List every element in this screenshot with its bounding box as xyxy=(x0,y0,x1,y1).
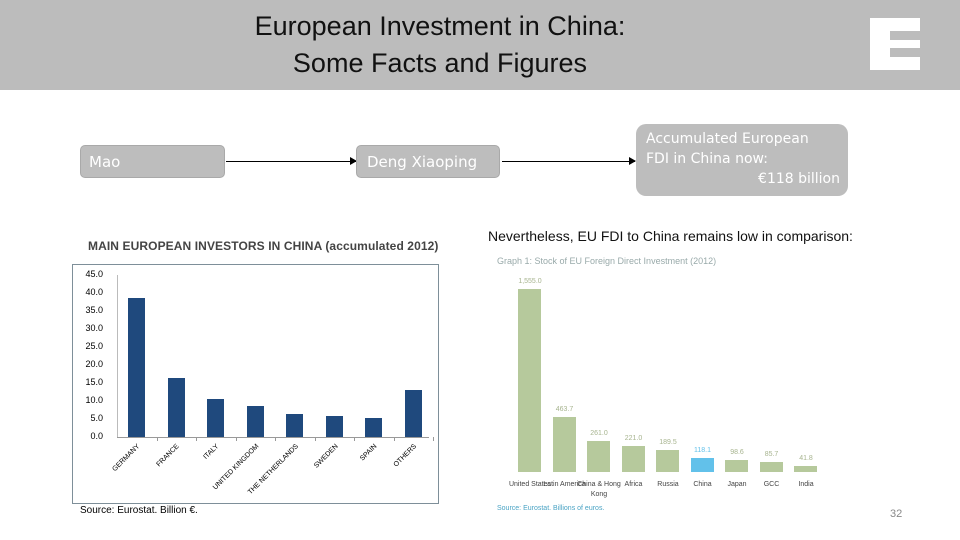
bar-spain xyxy=(365,417,383,437)
y-tick-label: 30.0 xyxy=(85,323,103,333)
bar-india xyxy=(794,466,817,472)
x-tick xyxy=(156,437,158,441)
x-tick-label: GERMANY xyxy=(111,443,142,473)
fdi-line-2: FDI in China now: xyxy=(646,151,768,167)
x-tick-label: ITALY xyxy=(202,443,221,461)
bar-germany xyxy=(128,298,146,437)
bar-sweden xyxy=(325,416,343,437)
bar-gcc xyxy=(759,461,783,472)
bar-value-label: 98.6 xyxy=(730,449,744,457)
y-tick-label: 45.0 xyxy=(85,269,103,279)
category-label: China xyxy=(693,481,712,488)
bar-japan xyxy=(725,460,748,472)
x-tick xyxy=(275,437,276,441)
graph-title: Graph 1: Stock of EU Foreign Direct Inve… xyxy=(497,256,717,266)
x-tick xyxy=(235,437,237,441)
bar-italy xyxy=(207,398,225,437)
bar-value-label: 463.7 xyxy=(555,406,574,414)
category-label: Japan xyxy=(727,481,747,488)
y-tick-label: 35.0 xyxy=(85,305,103,315)
fdi-callout-box: Accumulated European FDI in China now: €… xyxy=(636,124,848,196)
y-tick-label: 5.0 xyxy=(90,413,103,423)
logo-notch-bottom xyxy=(890,48,920,57)
arrow-right-icon xyxy=(502,157,636,165)
y-tick-label: 40.0 xyxy=(85,287,103,297)
y-tick-label: 25.0 xyxy=(85,341,103,351)
y-tick-label: 20.0 xyxy=(85,359,103,369)
x-tick-label: SPAIN xyxy=(359,443,379,463)
mao-label: Mao xyxy=(89,153,121,171)
bar-the-netherlands xyxy=(286,413,304,437)
category-label: GCC xyxy=(763,481,780,488)
deng-label: Deng Xiaoping xyxy=(367,153,478,171)
category-label: Latin America xyxy=(543,481,586,488)
x-tick xyxy=(354,437,355,441)
x-tick-label: OTHERS xyxy=(392,443,419,469)
x-tick xyxy=(393,437,395,441)
fdi-amount: €118 billion xyxy=(758,171,840,187)
bar-latin-america xyxy=(552,417,576,472)
timeline-deng-box: Deng Xiaoping xyxy=(356,145,500,178)
right-source-note: Source: Eurostat. Billions of euros. xyxy=(497,505,605,512)
category-label: China & Hong Kong xyxy=(577,481,621,498)
left-chart-heading: MAIN EUROPEAN INVESTORS IN CHINA (accumu… xyxy=(88,239,439,253)
bar-africa xyxy=(621,445,645,472)
bar-united-kingdom xyxy=(246,406,264,437)
x-tick-label: SWEDEN xyxy=(312,443,340,470)
title-line-2: Some Facts and Figures xyxy=(292,48,588,78)
bar-russia xyxy=(656,449,679,472)
bar-china xyxy=(690,458,714,472)
bar-value-label: 221.0 xyxy=(624,434,643,442)
y-tick-label: 0.0 xyxy=(90,431,103,441)
bar-others xyxy=(404,389,422,437)
right-heading: Nevertheless, EU FDI to China remains lo… xyxy=(488,228,853,244)
category-label: Africa xyxy=(624,481,643,488)
page-title: European Investment in China: Some Facts… xyxy=(180,8,700,82)
bar-united-states xyxy=(518,289,541,472)
y-tick-label: 15.0 xyxy=(85,377,103,387)
x-tick xyxy=(314,437,316,441)
fdi-line-1: Accumulated European xyxy=(646,131,809,147)
e-logo-icon xyxy=(870,18,920,70)
x-axis xyxy=(117,437,429,438)
left-bar-chart: 0.0 5.0 10.0 15.0 20.0 25.0 30.0 35.0 40.0 45.0 GE… xyxy=(72,264,439,504)
bar-value-label: 261.0 xyxy=(590,430,608,438)
category-label: United States xyxy=(508,481,552,488)
category-label: Russia xyxy=(657,481,679,488)
arrow-right-icon xyxy=(226,157,357,165)
bar-value-label: 85.7 xyxy=(764,450,779,458)
bar-china-hong-kong xyxy=(587,441,610,472)
y-axis xyxy=(117,275,118,438)
title-line-1: European Investment in China: xyxy=(254,11,626,41)
x-tick xyxy=(196,437,197,441)
bar-value-label: 41.8 xyxy=(799,455,813,462)
x-tick xyxy=(433,437,434,441)
left-source-note: Source: Eurostat. Billion €. xyxy=(80,505,198,516)
logo-notch-top xyxy=(890,31,920,40)
bar-value-label: 189.5 xyxy=(659,438,677,446)
bar-france xyxy=(167,377,185,437)
category-label: India xyxy=(798,481,814,488)
x-tick-label: FRANCE xyxy=(155,443,182,469)
page-number: 32 xyxy=(890,508,903,520)
bar-value-label: 118.1 xyxy=(694,447,711,455)
header-banner: European Investment in China: Some Facts… xyxy=(0,0,960,90)
timeline-mao-box: Mao xyxy=(80,145,225,178)
bar-value-label: 1,555.0 xyxy=(518,278,542,285)
y-tick-label: 10.0 xyxy=(85,395,103,405)
